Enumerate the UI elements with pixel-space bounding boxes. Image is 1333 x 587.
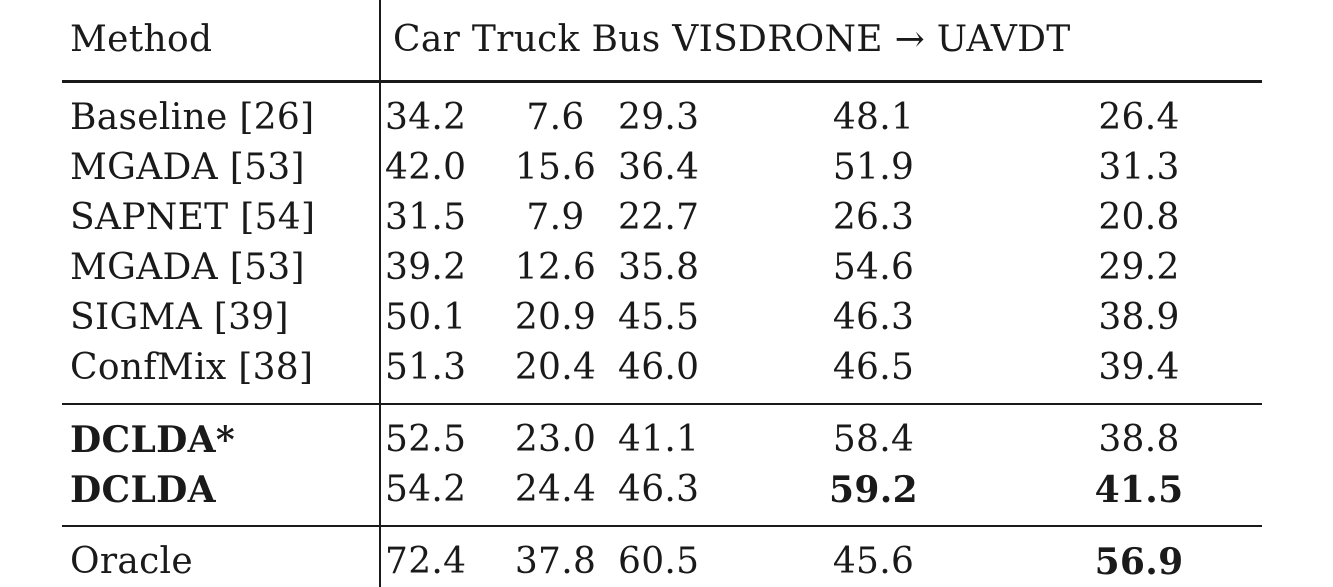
visdrone-cell: 46.3	[832, 297, 915, 338]
car-cell: 51.3	[385, 347, 467, 388]
visdrone-cell: 48.1	[832, 97, 915, 138]
visdrone-cell: 45.6	[832, 541, 915, 582]
bus-cell: 45.5	[618, 297, 700, 338]
truck-cell: 7.9	[526, 197, 585, 238]
visdrone-cell: 58.4	[832, 419, 915, 460]
uavdt-cell: 56.9	[1094, 541, 1184, 583]
car-cell: 72.4	[385, 541, 467, 582]
header-method: Method	[62, 0, 381, 82]
header-arrow: →	[894, 19, 926, 60]
bus-cell: 60.5	[618, 541, 700, 582]
visdrone-cell: 26.3	[832, 197, 915, 238]
header-columns: Car Truck Bus VISDRONE → UAVDT	[380, 0, 1262, 82]
header-visdrone: VISDRONE	[672, 19, 883, 60]
bus-cell: 36.4	[618, 147, 700, 188]
bus-cell: 41.1	[618, 419, 700, 460]
bus-cell: 46.0	[618, 347, 700, 388]
uavdt-cell: 26.4	[1098, 97, 1180, 138]
truck-cell: 20.9	[514, 297, 597, 338]
uavdt-cell: 39.4	[1098, 347, 1180, 388]
table-row: DCLDA 54.2 24.4 46.3 59.2 41.5	[62, 465, 1262, 515]
car-cell: 52.5	[385, 419, 467, 460]
method-cell: ConfMix [38]	[62, 343, 381, 393]
bus-cell: 46.3	[618, 469, 700, 510]
method-cell: Baseline [26]	[62, 93, 381, 143]
header-truck: Truck	[471, 19, 580, 60]
visdrone-cell: 46.5	[832, 347, 915, 388]
method-cell: SIGMA [39]	[62, 293, 381, 343]
table-row: Baseline [26] 34.2 7.6 29.3 48.1 26.4	[62, 93, 1262, 143]
visdrone-cell: 59.2	[829, 469, 918, 511]
table-row: MGADA [53] 39.2 12.6 35.8 54.6 29.2	[62, 243, 1262, 293]
method-cell: DCLDA	[62, 465, 381, 515]
method-cell: SAPNET [54]	[62, 193, 381, 243]
truck-cell: 37.8	[514, 541, 597, 582]
visdrone-cell: 51.9	[832, 147, 915, 188]
header-row: Method Car Truck Bus VISDRONE → UAVDT	[62, 0, 1262, 82]
car-cell: 34.2	[385, 97, 467, 138]
table-row: ConfMix [38] 51.3 20.4 46.0 46.5 39.4	[62, 343, 1262, 393]
car-cell: 54.2	[385, 469, 467, 510]
bus-cell: 22.7	[618, 197, 700, 238]
method-cell: MGADA [53]	[62, 143, 381, 193]
car-cell: 50.1	[385, 297, 467, 338]
uavdt-cell: 31.3	[1098, 147, 1180, 188]
truck-cell: 7.6	[526, 97, 585, 138]
bus-cell: 35.8	[618, 247, 700, 288]
truck-cell: 23.0	[514, 419, 597, 460]
table-row: DCLDA* 52.5 23.0 41.1 58.4 38.8	[62, 415, 1262, 465]
table-row: SIGMA [39] 50.1 20.9 45.5 46.3 38.9	[62, 293, 1262, 343]
header-car: Car	[393, 19, 461, 60]
table-row: MGADA [53] 42.0 15.6 36.4 51.9 31.3	[62, 143, 1262, 193]
truck-cell: 12.6	[514, 247, 597, 288]
car-cell: 39.2	[385, 247, 467, 288]
car-cell: 31.5	[385, 197, 467, 238]
method-cell: Oracle	[62, 537, 381, 587]
car-cell: 42.0	[385, 147, 467, 188]
truck-cell: 15.6	[514, 147, 597, 188]
table-row: SAPNET [54] 31.5 7.9 22.7 26.3 20.8	[62, 193, 1262, 243]
method-cell: MGADA [53]	[62, 243, 381, 293]
visdrone-cell: 54.6	[832, 247, 915, 288]
uavdt-cell: 38.8	[1098, 419, 1180, 460]
truck-cell: 24.4	[514, 469, 597, 510]
uavdt-cell: 41.5	[1094, 469, 1184, 511]
uavdt-cell: 20.8	[1098, 197, 1180, 238]
header-uavdt: UAVDT	[936, 19, 1071, 60]
uavdt-cell: 29.2	[1098, 247, 1180, 288]
results-table: Method Car Truck Bus VISDRONE → UAVDT Ba…	[62, 0, 1263, 587]
truck-cell: 20.4	[514, 347, 597, 388]
table-row: Oracle 72.4 37.8 60.5 45.6 56.9	[62, 537, 1262, 587]
bus-cell: 29.3	[618, 97, 700, 138]
header-bus: Bus	[591, 19, 661, 60]
method-cell: DCLDA*	[62, 415, 381, 465]
uavdt-cell: 38.9	[1098, 297, 1180, 338]
